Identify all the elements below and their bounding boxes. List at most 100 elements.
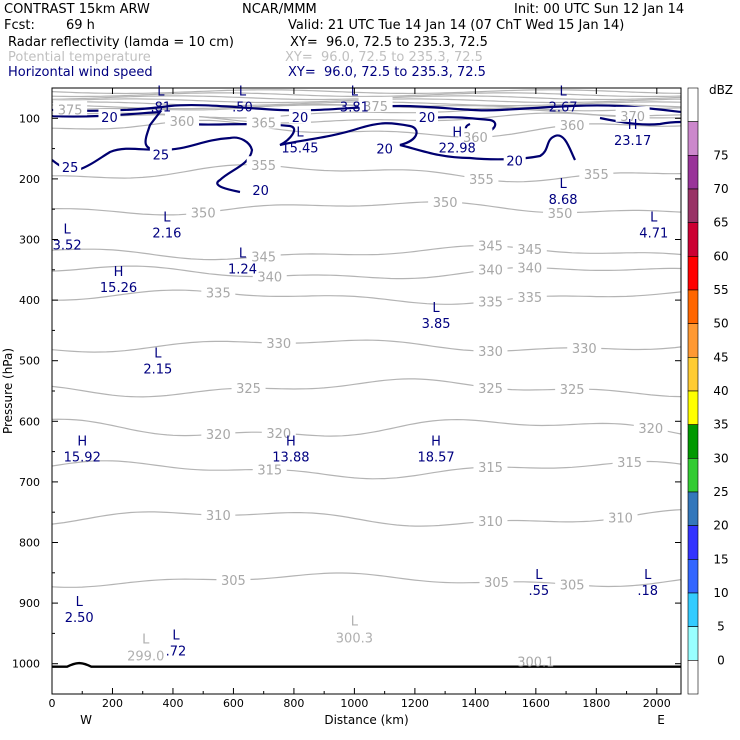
y-tick-label: 400 <box>19 294 40 307</box>
colorbar-segment <box>687 458 699 493</box>
colorbar-segment <box>687 357 699 392</box>
wind-extremum-symbol: L <box>559 177 567 192</box>
theta-contour-label: 370 <box>620 110 645 125</box>
theta-contour-345 <box>52 244 681 261</box>
theta-contour-label: 355 <box>584 168 609 183</box>
colorbar-segment <box>687 626 699 661</box>
wind-contour-label: 20 <box>292 111 309 126</box>
y-tick-label: 300 <box>19 234 40 247</box>
theta-label-bg <box>216 570 251 586</box>
theta-label-bg <box>555 380 590 396</box>
wind-extremum-symbol: L <box>63 222 71 237</box>
y-tick-label: 800 <box>19 537 40 550</box>
theta-label-bg <box>543 203 578 219</box>
wind-extremum-value: 2.67 <box>549 100 578 115</box>
wind-label-bg <box>503 152 526 167</box>
theta-label-bg <box>473 342 508 358</box>
west-label: W <box>80 713 92 727</box>
colorbar-level-label: 20 <box>713 519 728 533</box>
y-tick-label: 1000 <box>12 658 40 671</box>
x-tick-label: 400 <box>162 697 183 710</box>
wind-extremum-symbol: L <box>239 84 247 99</box>
wind-extremum-symbol: L <box>154 347 162 362</box>
wind-extremum-symbol: L <box>76 595 84 610</box>
wind-extremum-value: 2.15 <box>143 363 172 378</box>
theta-contour-label: 305 <box>484 576 509 591</box>
y-tick-label: 700 <box>19 476 40 489</box>
fcst-value: 69 h <box>66 18 95 33</box>
theta-contour-label: 305 <box>221 574 246 589</box>
colorbar-level-label: 55 <box>713 283 728 297</box>
theta-label-bg <box>633 418 668 434</box>
theta-label-bg <box>165 112 200 128</box>
wind-contour-label: 25 <box>153 149 170 164</box>
theta-contour-label: 310 <box>608 512 633 527</box>
theta-contour-320 <box>52 418 681 437</box>
x-tick-label: 1400 <box>461 697 489 710</box>
theta-contour-label: 330 <box>266 337 291 352</box>
colorbar: dBZ 0 5 10 15 20 25 30 35 40 45 50 55 60 65 70 75 <box>687 83 733 695</box>
wind-label-bg <box>249 181 272 196</box>
theta-label-bg <box>473 378 508 394</box>
theta-extremum-symbol: L <box>142 633 150 648</box>
theta-contour-label: 310 <box>478 515 503 530</box>
theta-contour-label: 315 <box>257 464 282 479</box>
x-tick-label: 2000 <box>643 697 671 710</box>
theta-contour-layer <box>52 89 681 588</box>
wind-extremum-symbol: L <box>172 628 180 643</box>
theta-label-bg <box>473 512 508 528</box>
theta-label-bg <box>473 458 508 474</box>
wind-extremum-symbol: H <box>628 118 638 133</box>
theta-contour-upper <box>52 92 681 98</box>
colorbar-segment <box>687 256 699 291</box>
wind-extremum-value: 3.85 <box>422 317 451 332</box>
theta-contour-label: 340 <box>517 262 542 277</box>
theta-label-bg <box>186 203 221 219</box>
fcst-label: Fcst: <box>4 18 35 33</box>
wind-extremum-symbol: H <box>286 435 296 450</box>
colorbar-level-label: 45 <box>713 350 728 364</box>
theta-contour-label: 325 <box>236 382 261 397</box>
wind-speed-contour <box>52 103 681 114</box>
theta-label-bg <box>555 115 590 131</box>
theta-label-bg <box>201 283 236 299</box>
theta-contour-label: 340 <box>257 270 282 285</box>
wind-label-bg <box>288 109 311 124</box>
wind-extremum-symbol: L <box>535 568 543 583</box>
east-label: E <box>657 713 665 727</box>
theta-label-bg <box>555 575 590 591</box>
theta-contour-label: 350 <box>433 196 458 211</box>
colorbar-level-label: 35 <box>713 418 728 432</box>
wind-extremum-symbol: L <box>239 247 247 262</box>
theta-contour-label: 340 <box>478 264 503 279</box>
wind-extremum-value: 23.17 <box>614 134 651 149</box>
colorbar-level-label: 65 <box>713 216 728 230</box>
wind-label-bg <box>98 109 121 124</box>
field-theta-name: Potential temperature <box>8 50 151 65</box>
theta-label-bg <box>201 506 236 522</box>
wind-extremum-value: 15.92 <box>64 451 101 466</box>
y-tick-label: 900 <box>19 597 40 610</box>
wind-extremum-value: 3.81 <box>340 100 369 115</box>
wind-extremum-symbol: H <box>77 435 87 450</box>
colorbar-unit: dBZ <box>709 83 733 97</box>
theta-contour-label: 315 <box>617 456 642 471</box>
wind-extremum-value: 8.68 <box>549 193 578 208</box>
theta-contour-340 <box>52 265 681 280</box>
colorbar-segment <box>687 155 699 190</box>
theta-label-bg <box>473 260 508 276</box>
theta-label-bg <box>464 170 499 186</box>
theta-label-bg <box>231 379 266 395</box>
wind-extremum-value: 4.71 <box>639 226 668 241</box>
wind-extremum-value: 2.16 <box>152 226 181 241</box>
wind-contour-layer <box>52 103 681 668</box>
theta-contour-label: 315 <box>478 461 503 476</box>
wind-extremum-symbol: L <box>559 84 567 99</box>
colorbar-level-label: 10 <box>713 586 728 600</box>
colorbar-segment <box>687 491 699 526</box>
wind-label-bg <box>415 109 438 124</box>
theta-contour-label: 345 <box>517 243 542 258</box>
wind-extremum-value: .81 <box>151 100 172 115</box>
theta-contour-label: 350 <box>191 207 216 222</box>
theta-label-bg <box>261 423 296 439</box>
